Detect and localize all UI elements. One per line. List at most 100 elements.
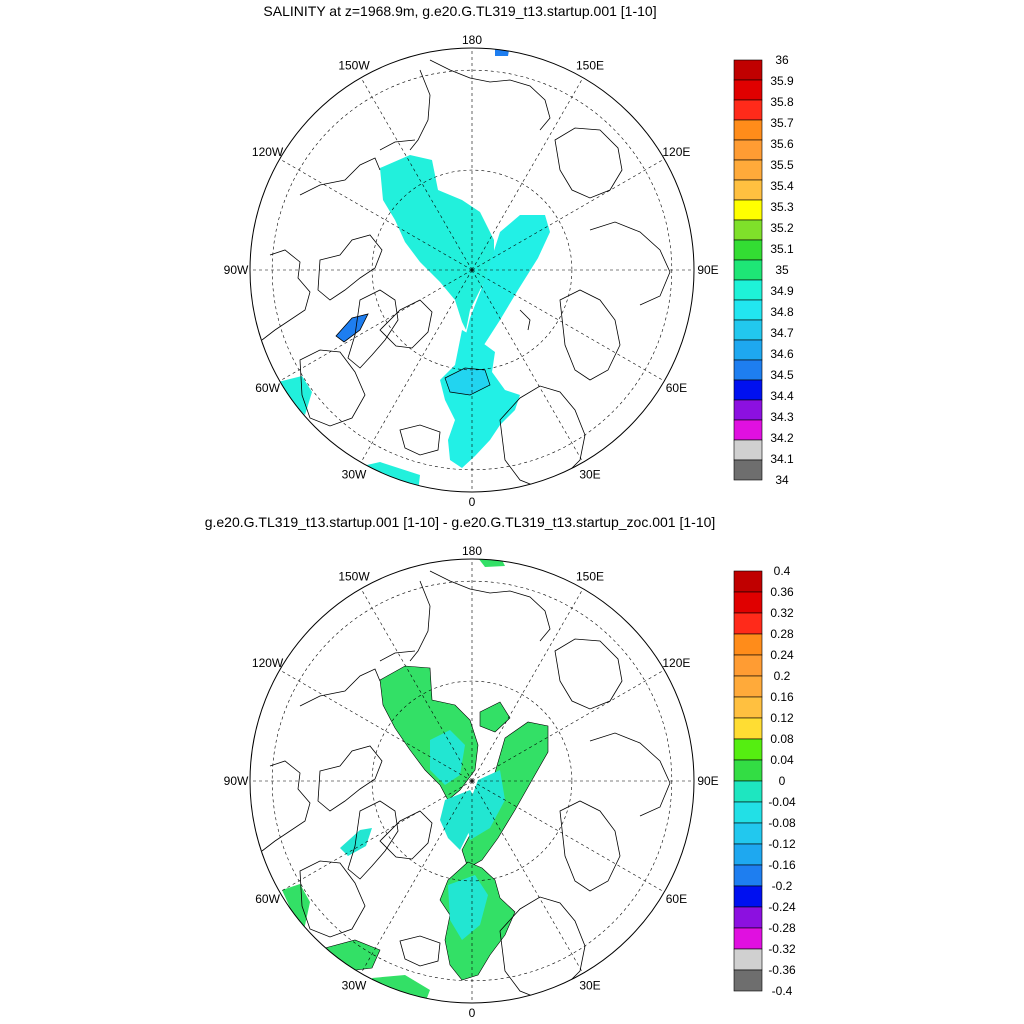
meridian-line bbox=[471, 158, 665, 271]
diff-pacific-top bbox=[478, 559, 505, 567]
salinity-fields bbox=[278, 48, 550, 492]
colorbar-tick-label: 0 bbox=[779, 774, 786, 788]
colorbar-tick-label: 35.9 bbox=[770, 74, 794, 88]
field-canada-basin bbox=[380, 155, 494, 330]
meridian-line bbox=[360, 780, 473, 974]
colorbar-tick-label: 34.5 bbox=[770, 368, 794, 382]
longitude-label: 90W bbox=[224, 263, 249, 277]
meridian-line bbox=[360, 588, 473, 782]
colorbar-tick-label: -0.08 bbox=[768, 816, 796, 830]
meridian-line bbox=[360, 77, 473, 271]
latitude-circle bbox=[371, 680, 573, 882]
colorbar-tick-label: 0.04 bbox=[770, 753, 794, 767]
diff-labrador bbox=[282, 884, 310, 930]
colorbar-tick-label: 34.6 bbox=[770, 347, 794, 361]
latitude-circle bbox=[271, 580, 673, 982]
colorbar-swatch bbox=[733, 717, 763, 740]
longitude-label: 60W bbox=[255, 892, 280, 906]
meridian-line bbox=[471, 669, 665, 782]
colorbar-tick-label: -0.2 bbox=[772, 879, 793, 893]
colorbar-swatch bbox=[733, 379, 763, 401]
colorbar-tick-label: -0.32 bbox=[768, 942, 796, 956]
longitude-label: 120E bbox=[662, 656, 690, 670]
colorbar-swatch bbox=[733, 885, 763, 908]
longitude-label: 30W bbox=[342, 467, 367, 481]
meridian-line bbox=[471, 780, 584, 974]
meridian-line bbox=[279, 158, 473, 271]
colorbar-tick-label: 34.4 bbox=[770, 389, 794, 403]
colorbar-difference: 0.4 0.36 0.32 0.28 0.24 0.2 0.16 0.12 0.08 0.04 0 -… bbox=[733, 564, 796, 998]
colorbar-swatch bbox=[733, 159, 763, 181]
colorbar-swatch bbox=[733, 359, 763, 381]
colorbar-tick-label: 35.1 bbox=[770, 242, 794, 256]
colorbar-swatch bbox=[733, 419, 763, 441]
longitude-label: 0 bbox=[469, 1006, 476, 1020]
meridian-line bbox=[471, 780, 665, 893]
longitude-label: 180 bbox=[462, 33, 482, 47]
longitude-label: 30W bbox=[342, 978, 367, 992]
meridian-line bbox=[279, 780, 473, 893]
colorbar-swatch bbox=[733, 969, 763, 992]
colorbar-tick-label: -0.24 bbox=[768, 900, 796, 914]
diff-nordic-inner bbox=[448, 875, 488, 940]
colorbar-tick-label: 34.1 bbox=[770, 452, 794, 466]
map-border-salinity bbox=[249, 47, 695, 493]
meridian-line bbox=[360, 269, 473, 463]
colorbar-salinity: 36 35.9 35.8 35.7 35.6 35.5 35.4 35.3 35.2 35.1 35… bbox=[733, 53, 794, 487]
colorbar-tick-label: -0.4 bbox=[772, 984, 793, 998]
coastlines bbox=[261, 570, 671, 1000]
colorbar-tick-label: 34.9 bbox=[770, 284, 794, 298]
meridian-line bbox=[471, 269, 584, 463]
longitude-label: 60E bbox=[666, 381, 687, 395]
colorbar-swatch bbox=[733, 843, 763, 866]
diff-canada-inner bbox=[430, 730, 465, 785]
longitude-labels-difference: 180 150E 120E 90E 60E 30E 0 30W 60W 90W 120W 150W bbox=[224, 544, 719, 1020]
colorbar-swatch bbox=[733, 612, 763, 635]
colorbar-swatch bbox=[733, 279, 763, 301]
diff-south-atlantic-b bbox=[372, 975, 430, 1003]
colorbar-swatch bbox=[733, 179, 763, 201]
diff-canada-basin bbox=[379, 665, 479, 801]
colorbar-swatch bbox=[733, 696, 763, 719]
longitude-label: 60E bbox=[666, 892, 687, 906]
colorbar-tick-label: 35.3 bbox=[770, 200, 794, 214]
colorbar-tick-label: 0.32 bbox=[770, 606, 794, 620]
colorbar-swatch bbox=[733, 633, 763, 656]
colorbar-tick-label: 0.08 bbox=[770, 732, 794, 746]
longitude-label: 60W bbox=[255, 381, 280, 395]
graticule-salinity bbox=[250, 48, 694, 492]
longitude-label: 150W bbox=[338, 59, 370, 73]
graticule-difference bbox=[250, 559, 694, 1003]
colorbar-tick-label: 35.4 bbox=[770, 179, 794, 193]
longitude-label: 120W bbox=[252, 656, 284, 670]
colorbar-tick-label: -0.36 bbox=[768, 963, 796, 977]
panel-title-difference: g.e20.G.TL319_t13.startup.001 [1-10] - g… bbox=[204, 514, 716, 530]
longitude-label: 90E bbox=[697, 263, 718, 277]
colorbar-swatch bbox=[733, 119, 763, 141]
colorbar-tick-label: -0.16 bbox=[768, 858, 796, 872]
colorbar-tick-label: 34.2 bbox=[770, 431, 794, 445]
colorbar-swatch bbox=[733, 759, 763, 782]
longitude-label: 30E bbox=[579, 978, 600, 992]
colorbar-swatch bbox=[733, 822, 763, 845]
longitude-label: 180 bbox=[462, 544, 482, 558]
colorbar-swatch bbox=[733, 570, 763, 593]
colorbar-tick-label: 35 bbox=[775, 263, 789, 277]
colorbar-swatch bbox=[733, 139, 763, 161]
colorbar-swatch bbox=[733, 399, 763, 421]
colorbar-swatch bbox=[733, 199, 763, 221]
meridian-line bbox=[279, 269, 473, 382]
colorbar-tick-label: 36 bbox=[775, 53, 789, 67]
colorbar-tick-label: 0.16 bbox=[770, 690, 794, 704]
colorbar-tick-label: 0.24 bbox=[770, 648, 794, 662]
longitude-label: 120W bbox=[252, 145, 284, 159]
colorbar-swatch bbox=[733, 459, 763, 481]
colorbar-swatch bbox=[733, 339, 763, 361]
colorbar-swatch bbox=[733, 738, 763, 761]
colorbar-tick-label: 35.6 bbox=[770, 137, 794, 151]
colorbar-swatch bbox=[733, 927, 763, 950]
colorbar-swatch bbox=[733, 906, 763, 929]
colorbar-tick-label: 34.8 bbox=[770, 305, 794, 319]
polar-map-salinity bbox=[261, 48, 671, 492]
colorbar-tick-label: 34 bbox=[775, 473, 789, 487]
